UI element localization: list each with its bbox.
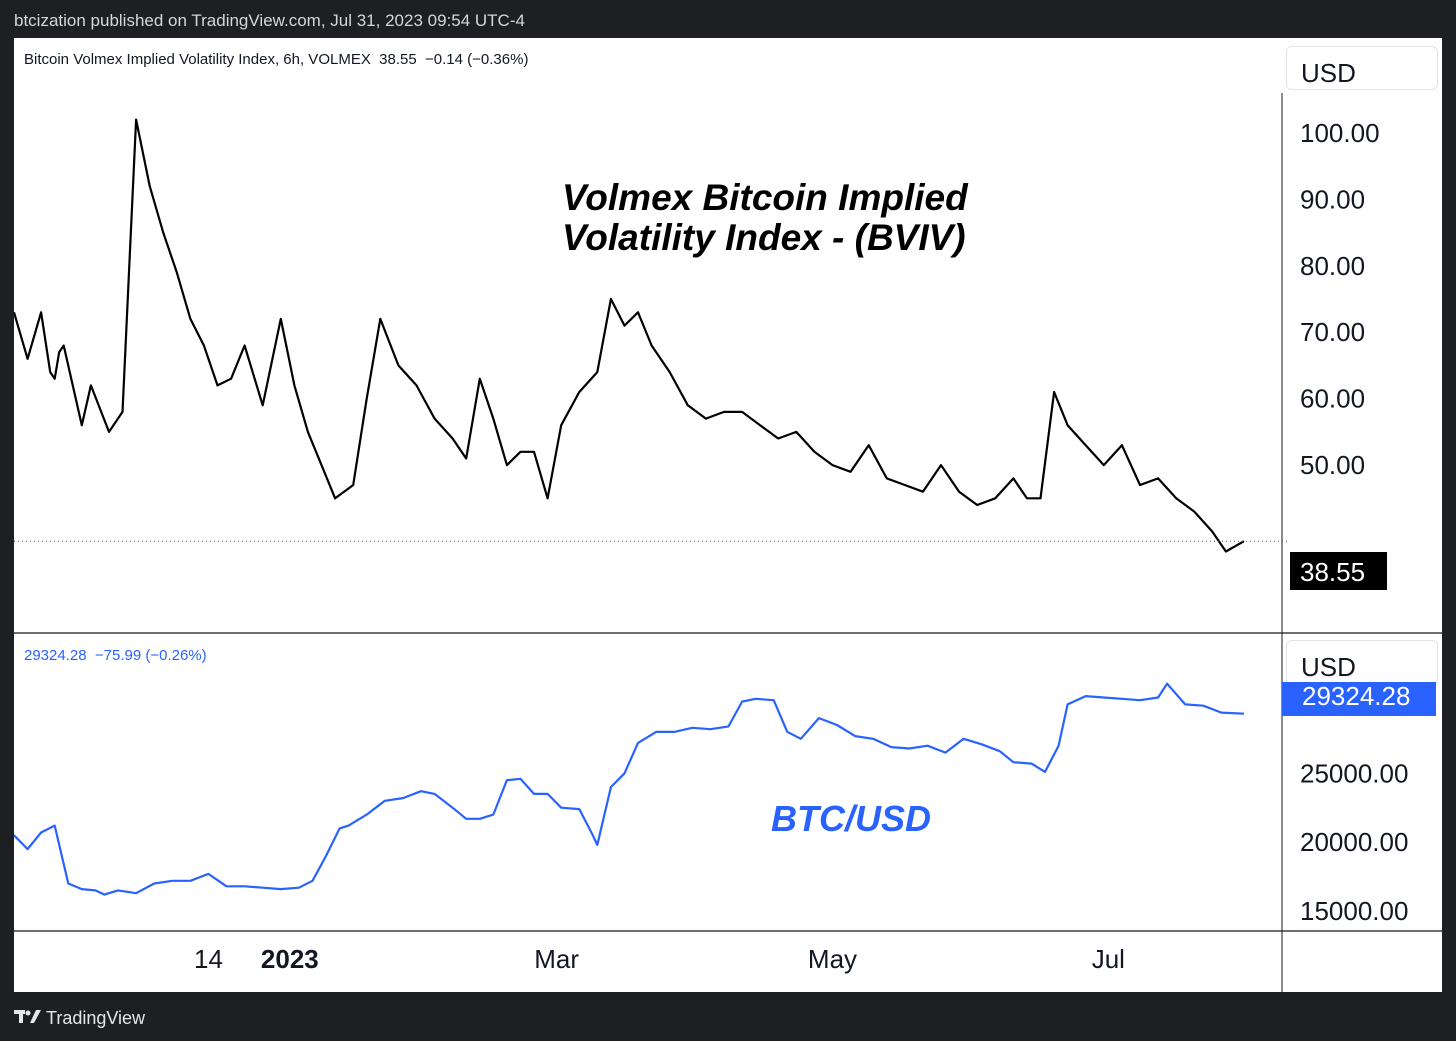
btc-tick-label-2: 15000.00 bbox=[1300, 896, 1408, 926]
chart-frame[interactable]: 100.00 90.00 80.00 70.00 60.00 50.00 25000.00 2… bbox=[14, 38, 1442, 992]
time-axis-label-1: 2023 bbox=[261, 944, 319, 974]
time-axis-label-4: Jul bbox=[1092, 944, 1125, 974]
bviv-annotation: Volmex Bitcoin Implied Volatility Index … bbox=[562, 178, 968, 258]
bviv-annotation-line2: Volatility Index - (BVIV) bbox=[562, 217, 966, 258]
top-pane-header: Bitcoin Volmex Implied Volatility Index,… bbox=[24, 51, 529, 68]
time-axis-label-0: 14 bbox=[194, 944, 223, 974]
top-currency-button[interactable]: USD bbox=[1286, 46, 1438, 90]
publisher-line: btcization published on TradingView.com,… bbox=[14, 11, 525, 30]
bviv-annotation-line1: Volmex Bitcoin Implied bbox=[562, 177, 968, 218]
bviv-last-value: 38.55 bbox=[1300, 557, 1366, 587]
bviv-tick-label-4: 60.00 bbox=[1300, 384, 1365, 414]
time-axis-label-3: May bbox=[808, 944, 857, 974]
bviv-tick-label-2: 80.00 bbox=[1300, 251, 1365, 281]
bottom-currency-label: USD bbox=[1301, 652, 1356, 682]
tradingview-brand[interactable]: TradingView bbox=[46, 1008, 146, 1028]
bviv-tick-label-1: 90.00 bbox=[1300, 184, 1365, 214]
btc-series-line bbox=[14, 682, 1245, 896]
footer-bar: TradingView bbox=[0, 992, 1456, 1041]
btc-tick-label-1: 20000.00 bbox=[1300, 827, 1408, 857]
btc-annotation: BTC/USD bbox=[771, 798, 931, 839]
bottom-currency-button[interactable]: USD bbox=[1286, 640, 1438, 686]
top-currency-label: USD bbox=[1301, 58, 1356, 88]
bviv-tick-label-0: 100.00 bbox=[1300, 118, 1380, 148]
bviv-last-value-tag: 38.55 bbox=[1290, 552, 1387, 590]
tradingview-logo-icon[interactable] bbox=[14, 1008, 42, 1031]
time-axis-label-2: Mar bbox=[534, 944, 579, 974]
chart-canvas[interactable]: 100.00 90.00 80.00 70.00 60.00 50.00 25000.00 2… bbox=[14, 38, 1442, 992]
btc-last-value: 29324.28 bbox=[1302, 682, 1411, 711]
btc-tick-label-0: 25000.00 bbox=[1300, 758, 1408, 788]
bviv-tick-label-3: 70.00 bbox=[1300, 317, 1365, 347]
btc-last-value-tag: 29324.28 bbox=[1282, 682, 1436, 716]
bviv-tick-label-5: 50.00 bbox=[1300, 450, 1365, 480]
bottom-pane-header: 29324.28 −75.99 (−0.26%) bbox=[24, 647, 207, 664]
bviv-series-line bbox=[14, 118, 1245, 553]
publisher-bar: btcization published on TradingView.com,… bbox=[0, 0, 1456, 40]
